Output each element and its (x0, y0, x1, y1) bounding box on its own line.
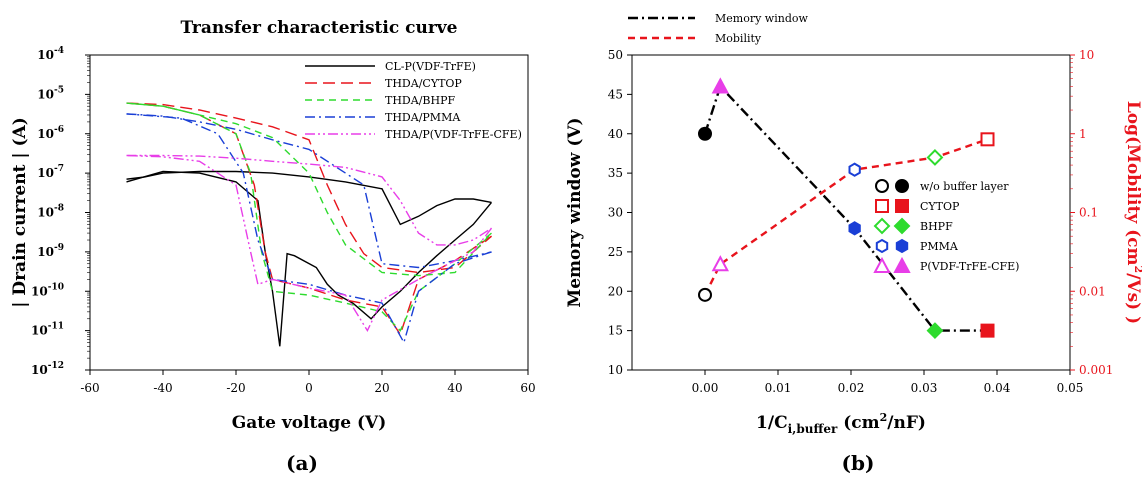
y-tick-label: 10-10 (31, 282, 64, 298)
series-reverse-line (126, 102, 492, 332)
legend-b-marker-label: P(VDF-TrFE-CFE) (920, 260, 1019, 273)
legend-b-marker-label: w/o buffer layer (920, 180, 1009, 193)
x-tick-label: 0.04 (984, 381, 1011, 395)
legend-a-label: THDA/BHPF (385, 94, 455, 107)
legend-b-marker-label: PMMA (920, 240, 959, 253)
series-forward-line (126, 113, 492, 269)
series-forward-line (126, 154, 492, 246)
series-3 (126, 113, 492, 345)
legend-b-marker-label: BHPF (920, 220, 953, 233)
y-left-tick-label: 40 (608, 127, 623, 141)
legend-b-filled-marker (893, 256, 911, 273)
x-tick-label: 0 (305, 381, 313, 395)
legend-a-label: THDA/P(VDF-TrFE-CFE) (385, 128, 522, 141)
memory-window-point (711, 77, 730, 94)
y-right-tick-label: 0.01 (1079, 284, 1106, 298)
y-left-tick-label: 25 (608, 245, 623, 259)
x-tick-label: -40 (153, 381, 172, 395)
legend-b-open-marker (873, 217, 891, 235)
y-left-tick-label: 15 (608, 324, 623, 338)
y-left-axis-label-b: Memory window (V) (565, 117, 585, 307)
legend-b-open-marker (875, 238, 889, 254)
legend-a-label: THDA/CYTOP (385, 77, 462, 90)
plot-b-frame (631, 54, 1071, 371)
legend-b-filled-marker (893, 217, 911, 235)
legend-b-line-label: Memory window (715, 12, 808, 25)
panel-b-label: (b) (842, 451, 875, 475)
panel-b-chart: Memory window Mobility 0.00 0.01 0.02 0.03 0.0… (565, 12, 1142, 475)
x-tick-label: 0.00 (692, 381, 719, 395)
x-axis-label-b: 1/Ci,buffer (cm2/nF) (756, 411, 926, 436)
legend-b-filled-marker (895, 238, 909, 254)
series-reverse-line (126, 170, 493, 347)
y-right-tick-label: 0.001 (1079, 363, 1113, 377)
y-tick-label: 10-4 (37, 46, 64, 62)
legend-b-filled-marker (895, 179, 909, 193)
y-left-tick-label: 35 (608, 166, 623, 180)
x-tick-label: 0.03 (911, 381, 938, 395)
x-tick-label: 20 (374, 381, 389, 395)
legend-a-label: THDA/PMMA (385, 111, 461, 124)
y-left-tick-label: 20 (608, 284, 623, 298)
y-axis-label-a: | Drain current | (A) (10, 117, 30, 308)
memory-window-point (980, 323, 995, 338)
y-tick-label: 10-11 (31, 322, 64, 338)
y-right-tick-label: 10 (1079, 48, 1094, 62)
memory-window-point (698, 126, 712, 141)
legend-b-open-marker (875, 199, 889, 213)
memory-window-point (926, 322, 944, 340)
chart-a-title: Transfer characteristic curve (181, 18, 458, 38)
y-tick-label: 10-6 (37, 125, 64, 141)
x-tick-label: 0.05 (1057, 381, 1084, 395)
legend-b-line-label: Mobility (715, 32, 762, 45)
y-right-axis-label-b: Log(Mobility (cm2/Vs) ) (1123, 101, 1142, 324)
plot-a-frame (89, 54, 529, 371)
x-tick-label: 0.02 (838, 381, 865, 395)
mobility-point (980, 132, 995, 147)
panel-a-label: (a) (286, 451, 318, 475)
y-left-tick-label: 10 (608, 363, 623, 377)
x-axis-label-a: Gate voltage (V) (232, 413, 387, 433)
x-tick-label: 60 (520, 381, 535, 395)
y-left-tick-label: 45 (608, 87, 623, 101)
panel-a-chart: Transfer characteristic curve -60 -40 -20 0 2… (10, 18, 536, 475)
series-2 (126, 102, 493, 332)
legend-a-label: CL-P(VDF-TrFE) (385, 60, 476, 73)
x-tick-label: -20 (226, 381, 245, 395)
series-reverse-line (126, 154, 493, 333)
mobility-point (926, 149, 944, 166)
series-reverse-line (126, 113, 492, 345)
mobility-point (711, 255, 730, 272)
x-tick-label: -60 (80, 381, 99, 395)
y-tick-label: 10-5 (37, 85, 64, 101)
x-tick-label: 0.01 (765, 381, 792, 395)
mobility-point (698, 287, 712, 302)
memory-window-point (848, 221, 861, 236)
x-tick-label: 40 (447, 381, 462, 395)
legend-b-marker-label: CYTOP (920, 200, 960, 213)
mobility-point (848, 162, 861, 177)
series-0 (126, 170, 493, 347)
y-tick-label: 10-8 (37, 204, 64, 220)
legend-b-open-marker (875, 179, 889, 193)
y-tick-label: 10-9 (37, 243, 64, 259)
legend-b-open-marker (873, 256, 891, 273)
y-tick-label: 10-7 (37, 164, 64, 180)
y-left-tick-label: 30 (608, 206, 623, 220)
series-4 (126, 154, 493, 333)
y-right-tick-label: 0.1 (1079, 206, 1098, 220)
series-forward-line (126, 170, 492, 226)
y-tick-label: 10-12 (31, 361, 64, 377)
series-forward-line (126, 102, 492, 274)
y-left-tick-label: 50 (608, 48, 623, 62)
legend-b-filled-marker (895, 199, 909, 213)
y-right-tick-label: 1 (1079, 127, 1087, 141)
